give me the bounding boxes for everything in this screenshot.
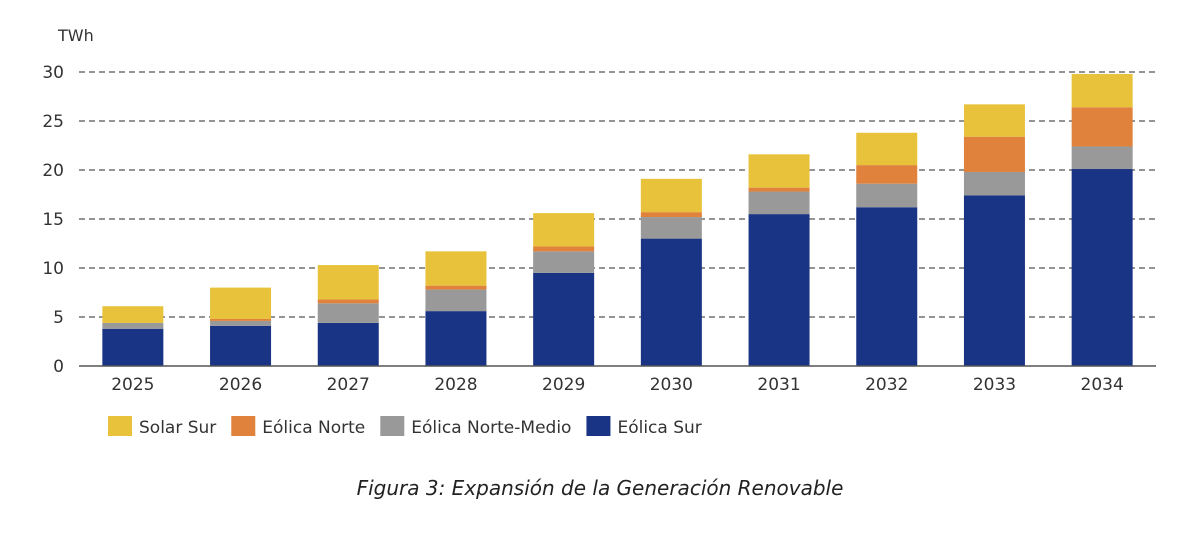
bar-segment <box>533 272 595 366</box>
bar-segment <box>963 136 1025 172</box>
bar-segment <box>856 183 918 208</box>
bar-segment <box>533 213 595 247</box>
bar-segment <box>317 303 379 323</box>
bar-segment <box>1071 146 1133 170</box>
legend: Solar Sur Eólica Norte Eólica Norte-Medio E… <box>108 416 702 438</box>
x-axis-ticks: 2025 2026 2027 2028 2029 2030 2031 2032 2033 2034 <box>111 375 1124 395</box>
x-tick-label: 2030 <box>650 375 693 395</box>
bar-segment <box>210 318 272 321</box>
x-tick-label: 2034 <box>1081 375 1124 395</box>
bar-segment <box>748 214 810 366</box>
legend-swatch <box>380 416 405 436</box>
bar-segment <box>1071 73 1133 108</box>
bar-segment <box>963 195 1025 366</box>
bar-segment <box>210 320 272 326</box>
bar-segment <box>210 325 272 366</box>
bar-segment <box>748 187 810 192</box>
bar-segment <box>640 217 702 239</box>
y-tick-label: 25 <box>42 112 64 132</box>
bar-segment <box>856 165 918 184</box>
legend-swatch <box>108 416 132 436</box>
bar-segment <box>856 207 918 366</box>
bar-segment <box>963 171 1025 196</box>
y-tick-label: 20 <box>42 161 64 181</box>
bar-segment <box>425 289 487 312</box>
bar-segment <box>640 212 702 218</box>
bar-segment <box>425 285 487 290</box>
bar-segment <box>210 287 272 319</box>
bar-segment <box>317 299 379 304</box>
x-tick-label: 2029 <box>542 375 585 395</box>
bar-segment <box>856 132 918 166</box>
legend-label: Eólica Sur <box>617 418 701 438</box>
x-tick-label: 2026 <box>219 375 262 395</box>
x-tick-label: 2028 <box>434 375 477 395</box>
bar-segment <box>317 265 379 300</box>
y-tick-label: 30 <box>42 63 64 83</box>
legend-swatch <box>586 416 611 436</box>
x-tick-label: 2027 <box>327 375 370 395</box>
bar-segment <box>102 322 164 329</box>
x-tick-label: 2031 <box>757 375 800 395</box>
bar-segment <box>640 178 702 213</box>
bar-segment <box>102 328 164 366</box>
bar-segment <box>317 322 379 366</box>
bar-segment <box>425 251 487 286</box>
bar-segment <box>748 191 810 215</box>
y-tick-label: 10 <box>42 259 64 279</box>
y-tick-label: 15 <box>42 210 64 230</box>
y-tick-label: 5 <box>53 308 64 328</box>
bar-segment <box>533 246 595 252</box>
bar-segment <box>425 311 487 366</box>
y-axis-unit-label: TWh <box>57 26 94 45</box>
y-tick-label: 0 <box>53 357 64 377</box>
bar-segment <box>1071 107 1133 147</box>
legend-label: Eólica Norte <box>262 418 365 438</box>
figure-caption: Figura 3: Expansión de la Generación Ren… <box>356 476 844 500</box>
bar-segment <box>640 238 702 366</box>
x-tick-label: 2032 <box>865 375 908 395</box>
y-axis-ticks: 0 5 10 15 20 25 30 <box>42 63 64 377</box>
bar-segment <box>748 154 810 188</box>
legend-label: Eólica Norte-Medio <box>411 418 571 438</box>
x-tick-label: 2033 <box>973 375 1016 395</box>
legend-label: Solar Sur <box>139 418 216 438</box>
bar-segment <box>102 306 164 323</box>
x-tick-label: 2025 <box>111 375 154 395</box>
bar-segment <box>533 251 595 273</box>
bar-segment <box>1071 169 1133 366</box>
bars <box>102 73 1133 366</box>
legend-swatch <box>231 416 256 436</box>
bar-segment <box>963 104 1025 137</box>
